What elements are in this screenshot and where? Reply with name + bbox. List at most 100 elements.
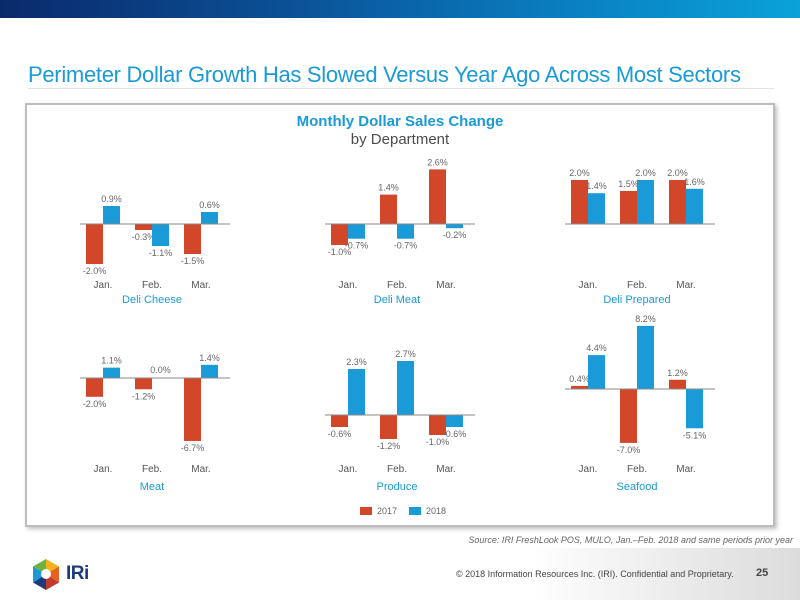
legend-item-2017: 2017 [360,506,397,516]
data-label-deli-cheese-2018-2: 0.6% [199,200,220,210]
data-label-deli-meat-2017-1: 1.4% [378,183,399,193]
data-label-deli-meat-2017-2: 2.6% [427,157,448,167]
bar-deli-prepared-2017-0 [571,180,588,224]
data-label-seafood-2017-0: 0.4% [569,374,590,384]
bar-produce-2017-1 [380,415,397,439]
category-label-deli-prepared-1: Feb. [627,280,647,291]
iri-logo-icon [33,559,59,590]
bar-deli-cheese-2017-1 [135,224,152,230]
bar-deli-meat-2018-2 [446,224,463,229]
header-gradient-bar [0,0,800,18]
category-label-deli-prepared-0: Jan. [579,280,598,291]
bar-seafood-2018-2 [686,389,703,429]
category-label-meat-2: Mar. [191,464,210,475]
category-label-deli-prepared-2: Mar. [676,280,695,291]
category-label-produce-1: Feb. [387,464,407,475]
bar-deli-meat-2018-0 [348,224,365,239]
bar-produce-2017-2 [429,415,446,435]
bar-meat-2018-0 [103,367,120,378]
data-label-seafood-2017-2: 1.2% [667,368,688,378]
data-label-deli-meat-2018-2: -0.2% [443,230,467,240]
data-label-meat-2017-2: -6.7% [181,443,205,453]
legend-item-2018: 2018 [409,506,446,516]
bar-deli-cheese-2017-0 [86,224,103,264]
data-label-meat-2017-0: -2.0% [83,399,107,409]
data-label-produce-2018-0: 2.3% [346,357,367,367]
bar-deli-prepared-2018-2 [686,188,703,224]
department-title-produce: Produce [377,481,418,493]
bar-seafood-2017-1 [620,389,637,443]
bar-deli-prepared-2017-1 [620,191,637,224]
data-label-produce-2017-2: -1.0% [426,437,450,447]
category-label-deli-meat-2: Mar. [436,280,455,291]
bar-meat-2017-2 [184,378,201,441]
data-label-produce-2018-1: 2.7% [395,349,416,359]
data-label-meat-2018-0: 1.1% [101,356,122,366]
department-title-deli-cheese: Deli Cheese [122,294,182,306]
bar-deli-prepared-2018-0 [588,193,605,224]
category-label-seafood-2: Mar. [676,464,695,475]
bar-deli-meat-2017-1 [380,194,397,224]
data-label-deli-prepared-2018-2: 1.6% [684,177,705,187]
data-label-deli-prepared-2017-1: 1.5% [618,179,639,189]
category-label-produce-2: Mar. [436,464,455,475]
data-label-meat-2018-1: 0.0% [150,365,171,375]
data-label-deli-prepared-2017-0: 2.0% [569,168,590,178]
bar-deli-cheese-2017-2 [184,224,201,254]
bar-meat-2017-1 [135,378,152,390]
category-label-deli-cheese-2: Mar. [191,280,210,291]
bar-seafood-2017-0 [571,385,588,389]
bar-produce-2017-0 [331,415,348,427]
data-label-deli-cheese-2018-1: -1.1% [149,248,173,258]
bar-seafood-2017-2 [669,379,686,389]
data-label-seafood-2017-1: -7.0% [617,445,641,455]
footer-background [530,548,800,600]
data-label-deli-meat-2018-0: -0.7% [345,241,369,251]
source-note: Source: IRI FreshLook POS, MULO, Jan.–Fe… [468,535,793,545]
legend: 2017 2018 [360,506,446,516]
bar-deli-cheese-2018-0 [103,206,120,224]
logo-text: IRi [66,563,89,584]
bar-deli-prepared-2018-1 [637,180,654,224]
copyright-text: © 2018 Information Resources Inc. (IRI).… [456,569,734,579]
data-label-deli-meat-2018-1: -0.7% [394,241,418,251]
bar-deli-cheese-2018-2 [201,212,218,224]
bar-produce-2018-0 [348,369,365,415]
bar-deli-prepared-2017-2 [669,180,686,224]
data-label-seafood-2018-2: -5.1% [683,430,707,440]
title-divider [28,88,774,89]
bar-deli-meat-2018-1 [397,224,414,239]
data-label-deli-prepared-2018-1: 2.0% [635,168,656,178]
bar-deli-meat-2017-2 [429,169,446,224]
bar-produce-2018-1 [397,361,414,415]
department-title-deli-meat: Deli Meat [374,294,420,306]
category-label-produce-0: Jan. [339,464,358,475]
bar-produce-2018-2 [446,415,463,427]
slide-title: Perimeter Dollar Growth Has Slowed Versu… [28,62,741,87]
data-label-seafood-2018-0: 4.4% [586,343,607,353]
chart-panel [25,103,775,527]
data-label-deli-prepared-2018-0: 1.4% [586,181,607,191]
category-label-deli-meat-1: Feb. [387,280,407,291]
data-label-deli-cheese-2017-2: -1.5% [181,256,205,266]
data-label-deli-meat-2017-0: -1.0% [328,247,352,257]
category-label-deli-cheese-0: Jan. [94,280,113,291]
data-label-deli-cheese-2018-0: 0.9% [101,194,122,204]
data-label-meat-2018-2: 1.4% [199,353,220,363]
category-label-deli-meat-0: Jan. [339,280,358,291]
data-label-meat-2017-1: -1.2% [132,391,156,401]
legend-label-2017: 2017 [377,506,398,516]
data-label-produce-2018-2: -0.6% [443,429,467,439]
category-label-meat-0: Jan. [94,464,113,475]
data-label-deli-prepared-2017-2: 2.0% [667,168,688,178]
category-label-seafood-1: Feb. [627,464,647,475]
legend-swatch-2017 [360,507,372,515]
bar-deli-cheese-2018-1 [152,224,169,246]
department-title-deli-prepared: Deli Prepared [603,294,670,306]
department-title-seafood: Seafood [617,481,658,493]
category-label-deli-cheese-1: Feb. [142,280,162,291]
bar-meat-2018-2 [201,364,218,378]
category-label-seafood-0: Jan. [579,464,598,475]
chart-title: Monthly Dollar Sales Change [296,113,504,130]
